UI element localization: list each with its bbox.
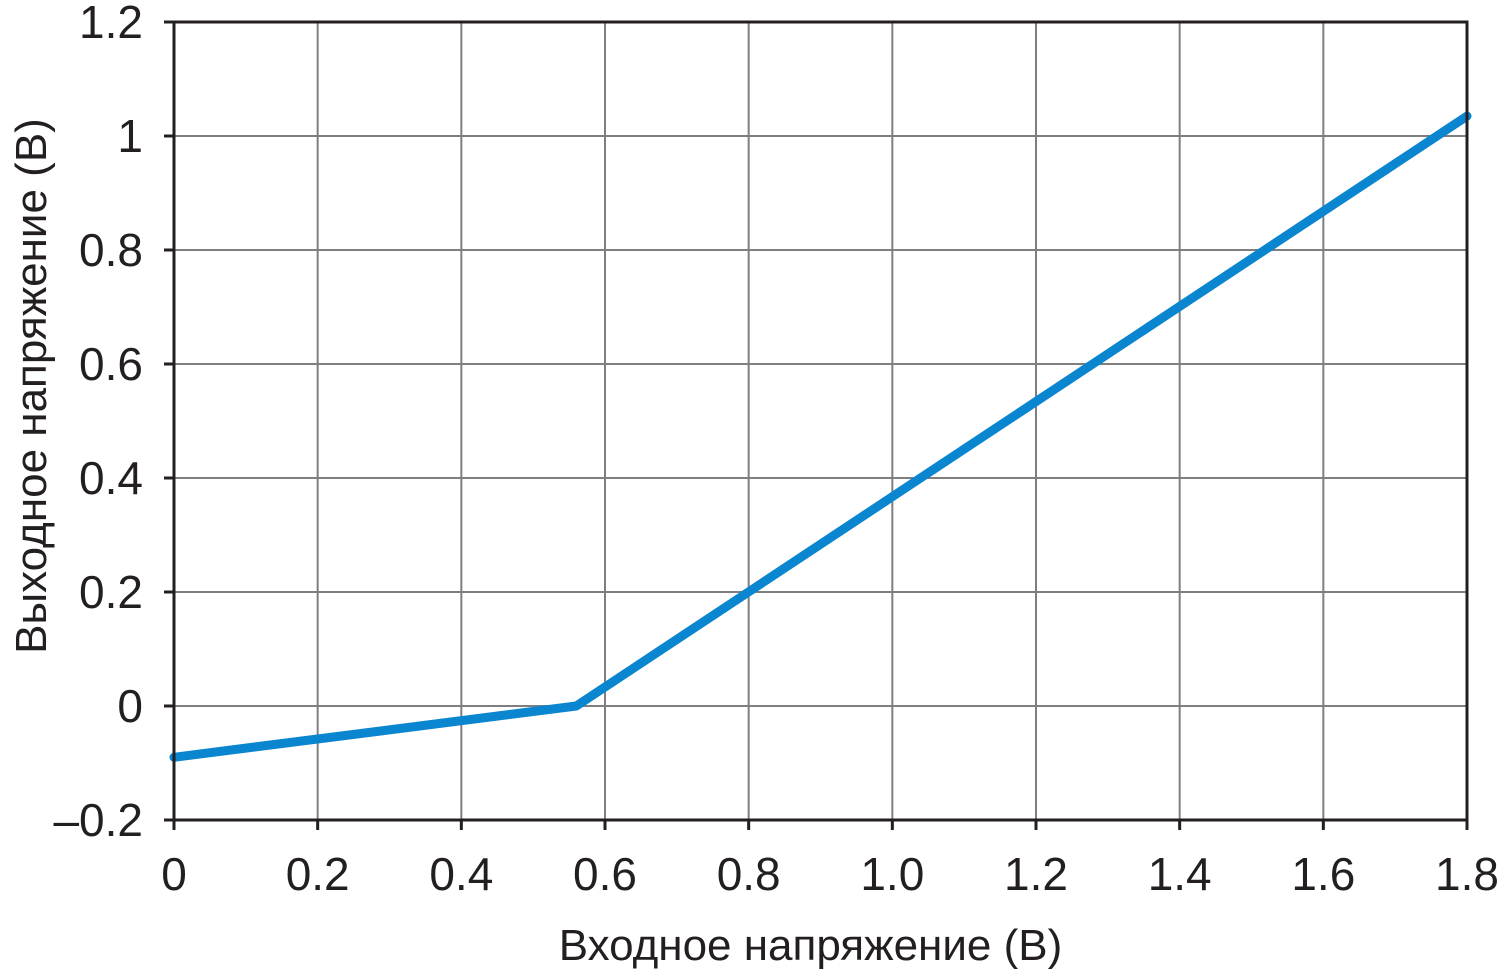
x-tick-labels: 0 0.2 0.4 0.6 0.8 1.0 1.2 1.4 1.6 1.8 [161, 848, 1499, 900]
y-tick-label: 0.8 [79, 224, 143, 276]
plot-frame [172, 20, 1469, 822]
x-tick-label: 0.4 [429, 848, 493, 900]
x-tick-label: 1.2 [1004, 848, 1068, 900]
y-tick-labels: –0.2 0 0.2 0.4 0.6 0.8 1 1.2 [53, 0, 143, 846]
x-tick-label: 1.6 [1291, 848, 1355, 900]
x-axis-label: Входное напряжение (В) [559, 921, 1063, 970]
y-tick-label: –0.2 [53, 794, 143, 846]
y-tick-label: 1.2 [79, 0, 143, 48]
y-axis-label: Выходное напряжение (В) [7, 118, 56, 654]
y-tick-label: 0.6 [79, 338, 143, 390]
tick-marks [164, 20, 1469, 830]
x-tick-label: 0.8 [717, 848, 781, 900]
y-tick-label: 0.4 [79, 452, 143, 504]
x-tick-label: 1.4 [1148, 848, 1212, 900]
x-tick-label: 1.8 [1435, 848, 1499, 900]
y-tick-label: 1 [117, 110, 143, 162]
grid-lines [174, 22, 1467, 820]
y-tick-label: 0.2 [79, 566, 143, 618]
series-group [169, 111, 1472, 762]
x-tick-label: 0.6 [573, 848, 637, 900]
series-line-1 [169, 111, 1472, 762]
x-tick-label: 1.0 [860, 848, 924, 900]
x-tick-label: 0 [161, 848, 187, 900]
y-tick-label: 0 [117, 680, 143, 732]
x-tick-label: 0.2 [286, 848, 350, 900]
